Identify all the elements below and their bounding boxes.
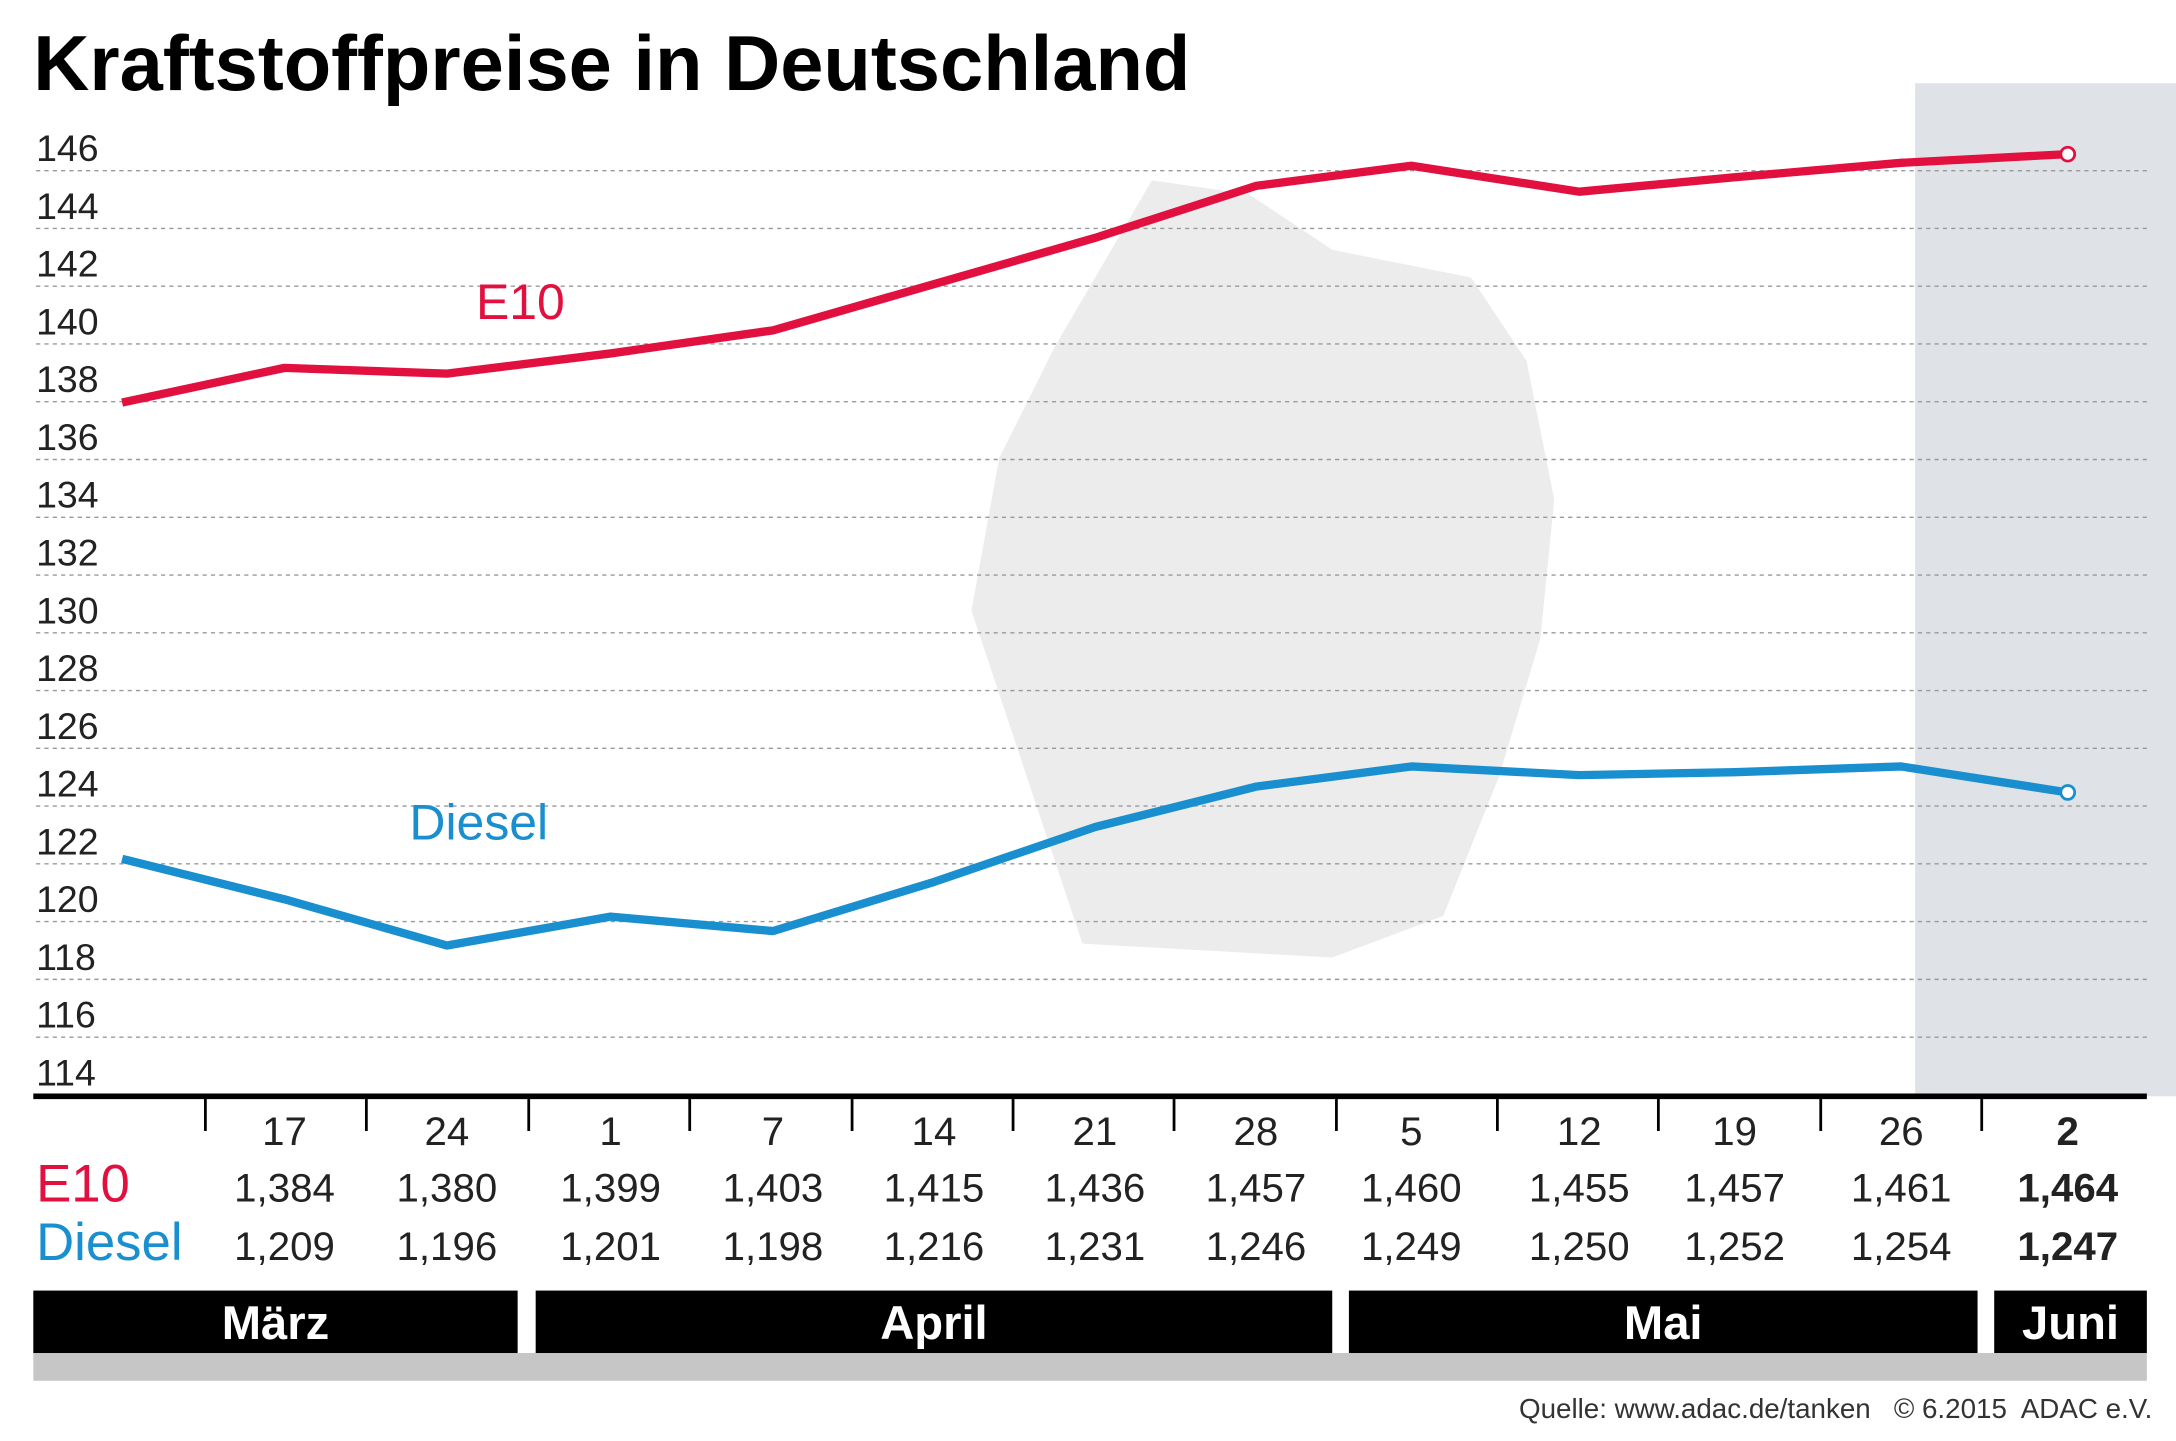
table-cell: 1,460 xyxy=(1361,1166,1462,1211)
table-cell: 1,254 xyxy=(1851,1224,1952,1269)
x-tick-label: 5 xyxy=(1400,1109,1422,1154)
series-label: Diesel xyxy=(409,795,548,851)
y-tick-label: 132 xyxy=(36,531,99,573)
line-series xyxy=(121,762,2069,950)
car-shape xyxy=(1915,83,2176,1097)
y-tick-label: 136 xyxy=(36,416,99,458)
y-tick-label: 126 xyxy=(36,705,99,747)
table-cell: 1,231 xyxy=(1045,1224,1146,1269)
table-cell: 1,198 xyxy=(723,1224,824,1269)
table-cell: 1,247 xyxy=(2017,1224,2118,1269)
table-cell: 1,384 xyxy=(234,1166,335,1211)
table-cell: 1,399 xyxy=(560,1166,661,1211)
y-tick-label: 130 xyxy=(36,589,99,631)
y-tick-label: 144 xyxy=(36,185,99,227)
table-cell: 1,403 xyxy=(723,1166,824,1211)
x-tick-label: 24 xyxy=(424,1109,469,1154)
x-tick-label: 1 xyxy=(599,1109,621,1154)
month-label: März xyxy=(222,1296,329,1349)
table-cell: 1,249 xyxy=(1361,1224,1462,1269)
y-tick-label: 120 xyxy=(36,878,99,920)
x-tick-label: 19 xyxy=(1712,1109,1757,1154)
y-tick-label: 140 xyxy=(36,300,99,342)
table-cell: 1,216 xyxy=(884,1224,985,1269)
month-band xyxy=(535,1290,1333,1354)
month-band xyxy=(1994,1290,2147,1354)
table-cell: 1,246 xyxy=(1206,1224,1307,1269)
chart-title: Kraftstoffpreise in Deutschland xyxy=(33,21,1190,107)
end-point xyxy=(2059,145,2077,163)
month-band xyxy=(1348,1290,1978,1354)
x-tick-label: 12 xyxy=(1557,1109,1602,1154)
table-cell: 1,455 xyxy=(1529,1166,1630,1211)
row-label: Diesel xyxy=(36,1213,183,1272)
table-cell: 1,380 xyxy=(397,1166,498,1211)
table-cell: 1,201 xyxy=(560,1224,661,1269)
x-tick-label: 17 xyxy=(262,1109,307,1154)
table-cell: 1,252 xyxy=(1684,1224,1785,1269)
x-tick-label: 2 xyxy=(2057,1109,2079,1154)
y-tick-label: 134 xyxy=(36,474,99,516)
table-cell: 1,209 xyxy=(234,1224,335,1269)
y-tick-label: 118 xyxy=(36,936,96,978)
footer-band xyxy=(33,1353,2147,1381)
table-cell: 1,461 xyxy=(1851,1166,1952,1211)
series-label: E10 xyxy=(476,274,565,330)
source: Quelle: www.adac.de/tanken © 6.2015 ADAC… xyxy=(1519,1393,2152,1424)
table-cell: 1,457 xyxy=(1206,1166,1307,1211)
month-label: Mai xyxy=(1624,1296,1703,1349)
table-cell: 1,457 xyxy=(1684,1166,1785,1211)
table-cell: 1,250 xyxy=(1529,1224,1630,1269)
month-label: April xyxy=(880,1296,987,1349)
month-label: Juni xyxy=(2022,1296,2119,1349)
y-tick-label: 138 xyxy=(36,358,99,400)
y-tick-label: 122 xyxy=(36,820,99,862)
x-tick-label: 26 xyxy=(1879,1109,1924,1154)
y-tick-label: 124 xyxy=(36,763,99,805)
x-tick-label: 21 xyxy=(1073,1109,1118,1154)
row-label: E10 xyxy=(36,1155,130,1214)
line-series xyxy=(121,149,2068,407)
y-tick-label: 114 xyxy=(36,1051,96,1093)
y-tick-label: 116 xyxy=(36,994,96,1036)
y-tick-label: 142 xyxy=(36,243,99,285)
table-cell: 1,436 xyxy=(1045,1166,1146,1211)
x-tick-label: 14 xyxy=(912,1109,957,1154)
y-tick-label: 128 xyxy=(36,647,99,689)
month-band xyxy=(33,1290,518,1354)
x-tick-label: 7 xyxy=(762,1109,784,1154)
end-point xyxy=(2059,784,2077,801)
table-cell: 1,196 xyxy=(397,1224,498,1269)
y-tick-label: 146 xyxy=(36,127,99,169)
table-cell: 1,464 xyxy=(2017,1166,2118,1211)
table-cell: 1,415 xyxy=(884,1166,985,1211)
x-tick-label: 28 xyxy=(1234,1109,1279,1154)
